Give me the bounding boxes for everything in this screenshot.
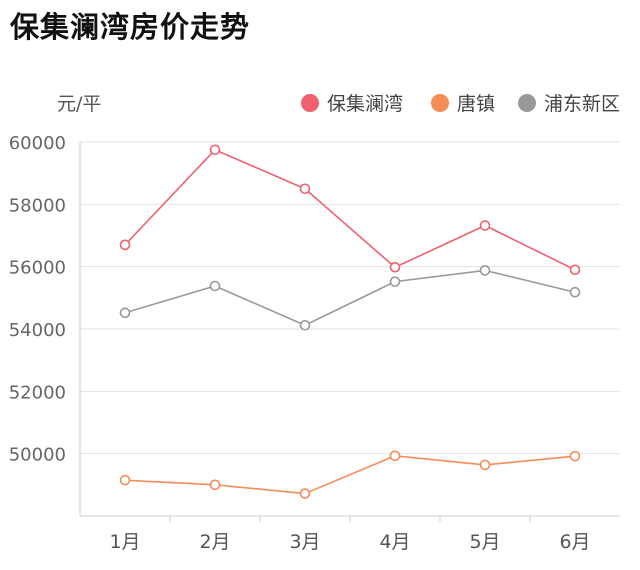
x-tick-label: 6月: [559, 531, 590, 553]
y-tick-label: 56000: [9, 258, 66, 279]
series-line-0: [124, 148, 576, 271]
data-point: [389, 261, 401, 273]
data-point: [389, 450, 401, 462]
legend-label: 保集澜湾: [327, 93, 403, 115]
data-point: [299, 488, 311, 499]
x-tick-label: 1月: [109, 531, 140, 553]
data-point: [299, 183, 311, 195]
data-point: [479, 265, 491, 276]
chart-title: 保集澜湾房价走势: [10, 10, 251, 44]
data-point: [569, 264, 581, 276]
y-axis: 50000 52000 54000 56000 58000 60000: [9, 133, 66, 466]
y-tick-label: 58000: [9, 195, 66, 216]
x-axis: 1月 2月 3月 4月 5月 6月: [109, 516, 591, 553]
data-point: [119, 239, 131, 251]
data-point: [209, 144, 221, 156]
x-tick-label: 5月: [469, 531, 500, 553]
data-point: [209, 280, 221, 292]
y-tick-label: 50000: [9, 445, 66, 466]
data-point: [479, 459, 491, 471]
y-tick-label: 54000: [9, 320, 66, 341]
data-point: [479, 220, 491, 231]
series-line-1: [124, 455, 576, 495]
x-tick-label: 2月: [199, 531, 230, 553]
data-point: [209, 479, 221, 491]
x-tick-label: 4月: [379, 531, 410, 553]
data-point: [119, 307, 131, 319]
legend-marker: [518, 94, 536, 112]
legend-label: 浦东新区: [544, 93, 620, 115]
series-lines: [119, 144, 581, 499]
data-point: [119, 474, 131, 486]
y-tick-label: 52000: [9, 382, 66, 403]
y-axis-unit-label: 元/平: [57, 93, 101, 115]
legend-marker: [431, 94, 449, 112]
x-tick-label: 3月: [289, 531, 320, 553]
legend-label: 唐镇: [457, 93, 495, 115]
series-line-2: [124, 269, 576, 327]
data-point: [389, 276, 401, 287]
y-tick-label: 60000: [9, 133, 66, 154]
data-point: [569, 450, 581, 462]
data-point: [299, 319, 311, 331]
data-point: [569, 286, 581, 298]
legend: 保集澜湾 唐镇 浦东新区: [301, 93, 620, 115]
legend-marker: [301, 94, 319, 112]
